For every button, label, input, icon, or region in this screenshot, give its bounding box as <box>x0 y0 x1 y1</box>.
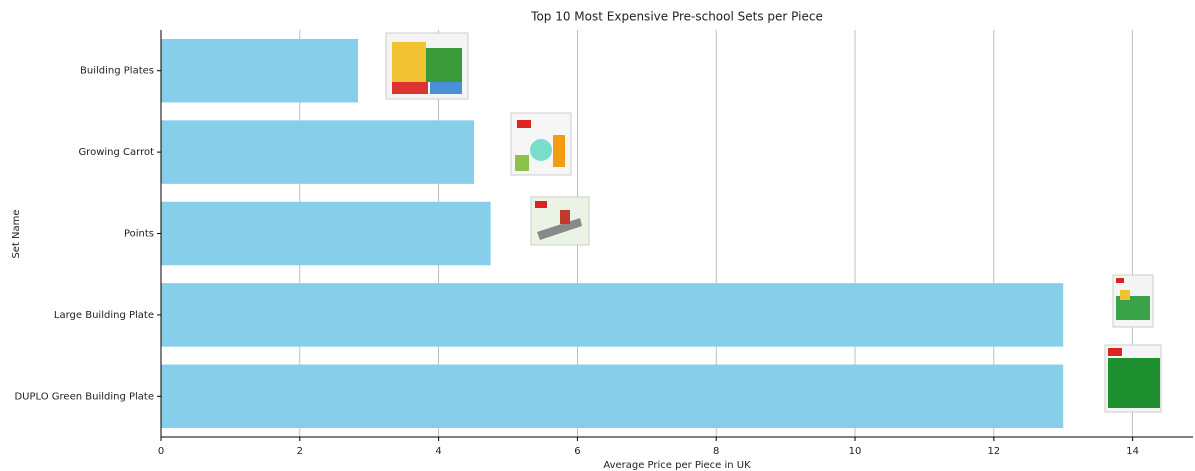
x-tick-label: 8 <box>713 446 719 457</box>
product-image <box>385 32 469 100</box>
y-tick-label: Points <box>124 229 154 240</box>
y-tick-label: DUPLO Green Building Plate <box>14 391 154 402</box>
x-tick-label: 14 <box>1126 446 1139 457</box>
bar <box>161 38 359 103</box>
x-axis-label: Average Price per Piece in UK <box>603 460 751 471</box>
x-tick-label: 6 <box>574 446 580 457</box>
bar <box>161 120 475 184</box>
product-image <box>1112 274 1154 328</box>
x-tick-label: 12 <box>987 446 1000 457</box>
x-tick-label: 2 <box>297 446 303 457</box>
y-tick-label: Growing Carrot <box>78 147 154 158</box>
chart-title: Top 10 Most Expensive Pre-school Sets pe… <box>530 10 823 24</box>
bar <box>161 201 491 266</box>
x-tick-label: 0 <box>158 446 164 457</box>
x-tick-label: 4 <box>435 446 441 457</box>
bar <box>161 283 1064 347</box>
y-tick-label: Building Plates <box>80 66 154 77</box>
product-image <box>530 196 590 246</box>
product-images <box>385 32 1162 413</box>
y-tick-label: Large Building Plate <box>54 310 154 321</box>
bar-layer <box>161 38 1064 429</box>
product-image <box>510 112 572 176</box>
y-axis-label: Set Name <box>11 209 22 258</box>
x-tick-label: 10 <box>849 446 862 457</box>
bar <box>161 364 1064 429</box>
product-image <box>1104 344 1162 413</box>
